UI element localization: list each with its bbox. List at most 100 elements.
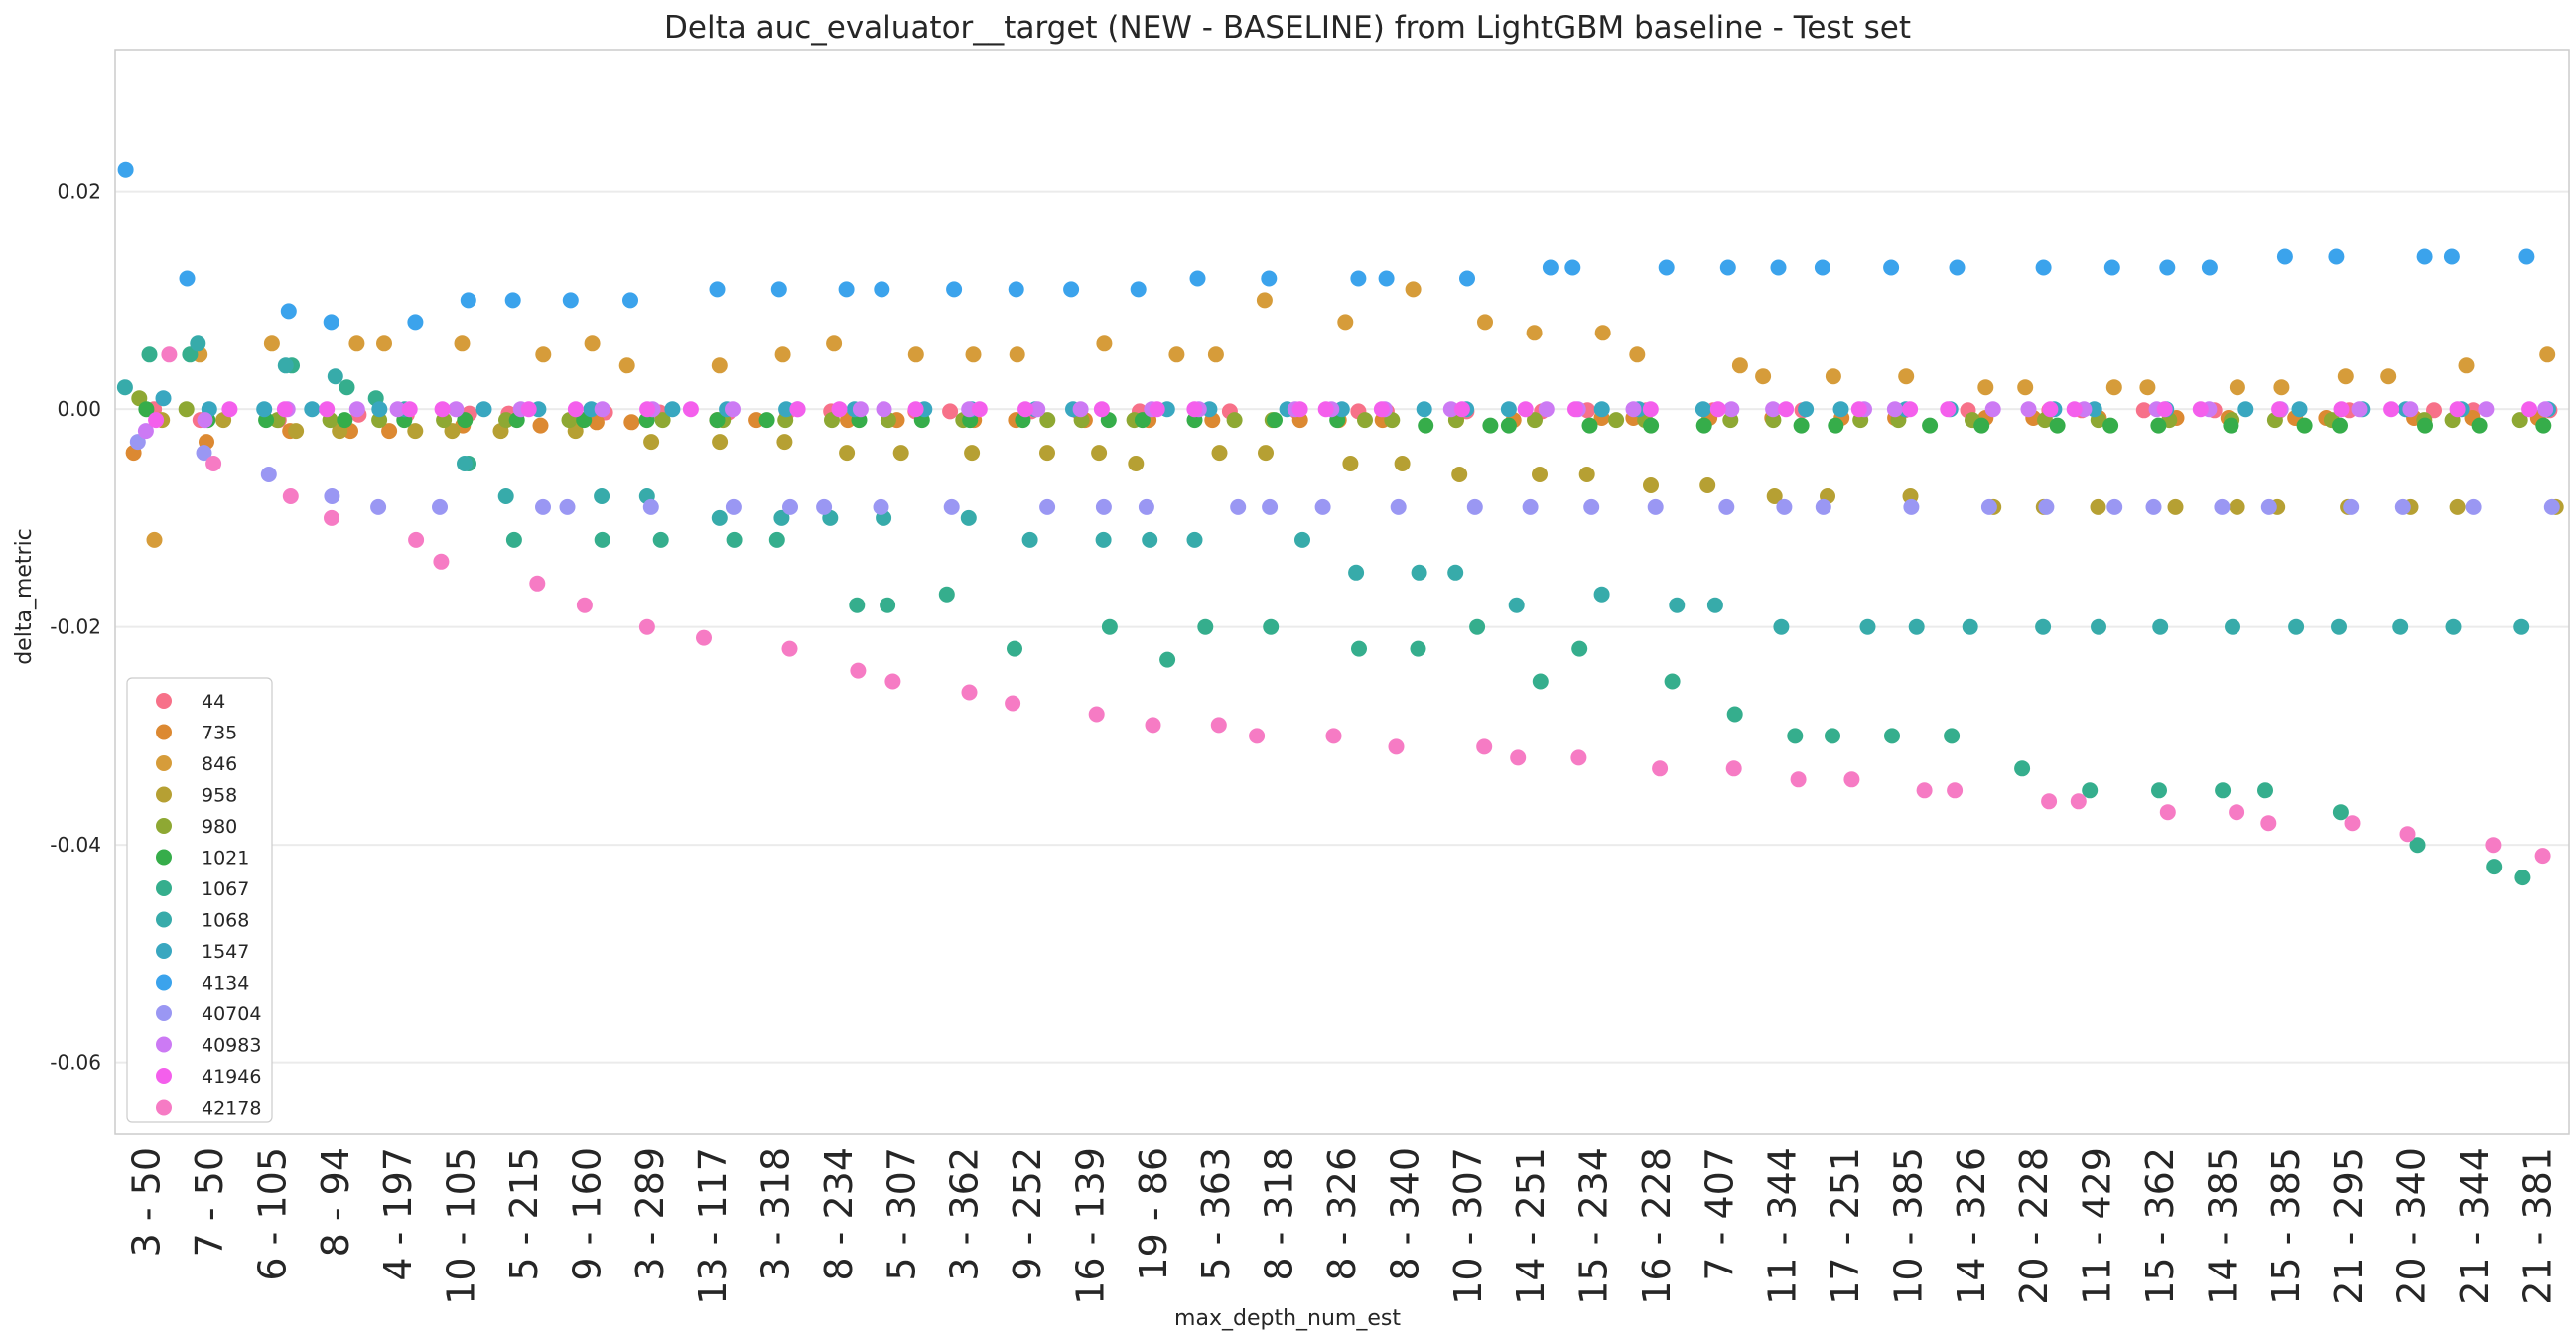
point-42178 <box>529 575 546 592</box>
legend-label: 41946 <box>202 1066 261 1088</box>
x-tick-label: 6 - 105 <box>250 1147 294 1281</box>
x-tick-label: 8 - 94 <box>314 1147 357 1257</box>
point-40704 <box>2343 498 2360 515</box>
point-4134 <box>1008 281 1024 298</box>
point-846 <box>2017 379 2034 396</box>
point-41946 <box>2192 401 2209 418</box>
point-1021 <box>1418 417 1434 434</box>
point-41946 <box>1642 401 1659 418</box>
point-958 <box>839 445 856 462</box>
y-tick-label: 0.00 <box>57 397 101 421</box>
point-40983 <box>2020 401 2037 418</box>
legend-label: 980 <box>202 816 237 838</box>
point-4134 <box>622 292 638 309</box>
point-40983 <box>1984 401 2001 418</box>
point-40704 <box>1815 498 1831 515</box>
point-44 <box>2426 402 2442 419</box>
point-40704 <box>432 498 448 515</box>
point-4134 <box>838 281 855 298</box>
y-tick-labels: 0.02 0.00 -0.02 -0.04 -0.06 <box>50 180 101 1075</box>
x-tick-label: 21 - 381 <box>2515 1147 2559 1305</box>
point-846 <box>1898 368 1915 385</box>
point-40983 <box>876 401 892 418</box>
point-846 <box>618 357 635 374</box>
x-tick-label: 7 - 407 <box>1697 1147 1741 1281</box>
point-1068 <box>1095 531 1112 548</box>
point-846 <box>263 335 280 352</box>
point-4134 <box>2276 248 2293 265</box>
point-958 <box>2449 498 2466 515</box>
point-980 <box>654 412 671 429</box>
point-42178 <box>1476 738 1493 755</box>
point-1067 <box>1825 728 1840 744</box>
point-1067 <box>1159 651 1176 668</box>
point-41946 <box>1902 401 1919 418</box>
point-1067 <box>2257 782 2273 799</box>
point-1067 <box>1101 618 1118 635</box>
x-tick-label: 7 - 50 <box>188 1147 231 1257</box>
point-1547 <box>1695 401 1711 418</box>
legend-label: 1067 <box>202 878 249 900</box>
point-41946 <box>1850 401 1867 418</box>
x-tick-label: 15 - 234 <box>1572 1147 1616 1305</box>
point-735 <box>588 414 605 431</box>
point-1068 <box>277 357 294 374</box>
point-4134 <box>1350 270 1367 287</box>
point-1068 <box>1773 618 1790 635</box>
point-40704 <box>725 498 742 515</box>
point-42178 <box>1570 749 1587 766</box>
point-40704 <box>782 498 798 515</box>
point-41946 <box>1373 401 1390 418</box>
point-4134 <box>2035 259 2052 276</box>
legend-marker <box>156 755 172 771</box>
point-41946 <box>319 401 336 418</box>
point-4134 <box>709 281 726 298</box>
point-42178 <box>1088 706 1105 723</box>
point-980 <box>1226 412 1243 429</box>
point-1068 <box>1962 618 1978 635</box>
point-41946 <box>1567 401 1583 418</box>
point-4134 <box>2159 259 2176 276</box>
point-4134 <box>874 281 890 298</box>
point-40704 <box>1718 498 1735 515</box>
point-4134 <box>460 292 476 309</box>
point-1021 <box>1793 417 1810 434</box>
legend-marker <box>156 693 172 709</box>
x-tick-label: 15 - 385 <box>2264 1147 2308 1305</box>
point-846 <box>1594 325 1611 341</box>
point-846 <box>1096 335 1113 352</box>
x-tick-label: 8 - 234 <box>817 1147 861 1281</box>
point-846 <box>1477 314 1493 331</box>
point-958 <box>1394 456 1411 471</box>
point-1547 <box>304 401 321 418</box>
point-1067 <box>505 531 522 548</box>
point-40704 <box>196 445 212 462</box>
point-846 <box>146 531 163 548</box>
point-41946 <box>1453 401 1470 418</box>
point-958 <box>1128 456 1145 471</box>
point-1067 <box>2486 859 2503 875</box>
point-40704 <box>260 467 277 482</box>
point-958 <box>1766 488 1783 504</box>
point-958 <box>1532 467 1548 482</box>
point-1068 <box>2225 618 2240 635</box>
y-axis-label: delta_metric <box>12 528 37 665</box>
point-1068 <box>2091 618 2106 635</box>
point-1067 <box>141 346 158 363</box>
point-958 <box>1211 445 1228 462</box>
point-40983 <box>197 412 213 429</box>
legend-label: 1021 <box>202 848 249 870</box>
x-tick-label: 8 - 326 <box>1320 1147 1364 1281</box>
x-tick-label: 16 - 228 <box>1635 1147 1679 1305</box>
point-1547 <box>1798 401 1815 418</box>
point-1068 <box>116 379 133 396</box>
point-846 <box>2229 379 2245 396</box>
point-846 <box>1526 325 1543 341</box>
point-846 <box>2337 368 2354 385</box>
x-tick-label: 11 - 429 <box>2076 1147 2119 1305</box>
point-1067 <box>849 597 866 613</box>
x-tick-label: 4 - 197 <box>376 1147 420 1281</box>
point-1068 <box>711 509 728 526</box>
legend-marker <box>156 911 172 928</box>
point-41946 <box>2156 401 2173 418</box>
